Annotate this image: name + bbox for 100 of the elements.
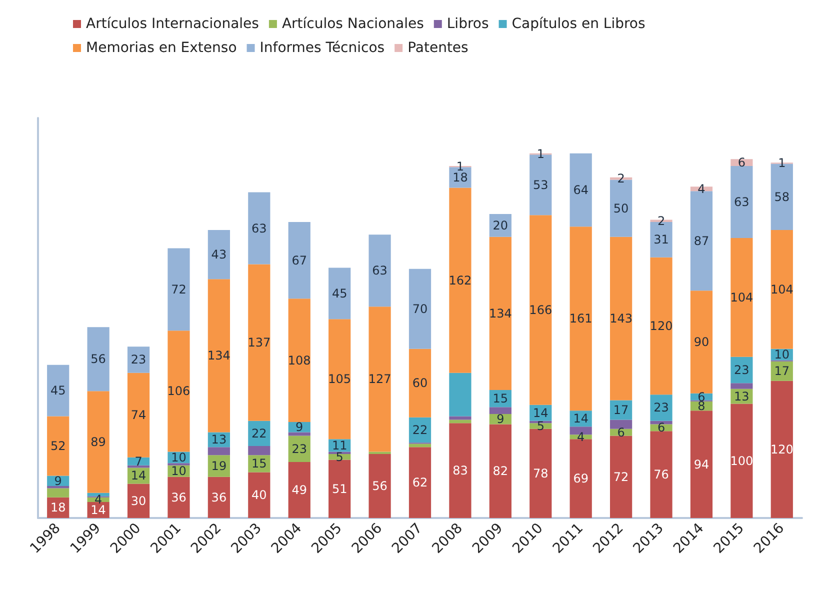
data-label: 67 (292, 253, 308, 268)
data-label: 56 (372, 479, 388, 493)
bar (288, 298, 310, 422)
bar (248, 472, 270, 518)
data-label: 10 (774, 348, 790, 362)
bar (650, 257, 672, 395)
data-label: 82 (492, 464, 508, 478)
data-label: 94 (694, 457, 710, 472)
legend-label: Capítulos en Libros (512, 16, 646, 32)
bar (248, 264, 270, 421)
data-label: 63 (734, 195, 750, 209)
data-label: 161 (569, 312, 592, 326)
data-label: 52 (50, 439, 66, 453)
data-label: 13 (734, 389, 750, 404)
data-label: 87 (694, 234, 710, 248)
bar (730, 383, 753, 389)
data-label: 72 (613, 470, 629, 484)
data-label: 105 (328, 372, 352, 386)
data-label: 14 (532, 406, 548, 420)
data-label: 23 (292, 442, 308, 456)
data-label: 49 (292, 483, 308, 497)
bar (87, 391, 110, 493)
bar (288, 462, 310, 518)
bar (368, 306, 391, 452)
data-label: 14 (573, 412, 588, 426)
data-label: 17 (774, 364, 790, 378)
bar (288, 222, 310, 299)
data-label: 22 (252, 426, 267, 440)
legend-label: Patentes (408, 40, 468, 56)
data-label: 137 (248, 336, 271, 350)
bar (408, 447, 432, 518)
data-label: 18 (50, 500, 66, 515)
bar (168, 330, 190, 452)
bar (449, 188, 472, 373)
data-label: 9 (496, 412, 504, 426)
legend-label: Informes Técnicos (260, 40, 385, 56)
data-label: 1 (536, 147, 544, 161)
data-label: 14 (90, 503, 106, 517)
data-label: 10 (171, 464, 186, 478)
bar (610, 436, 632, 518)
legend-label: Artículos Internacionales (86, 16, 259, 32)
bar (570, 153, 592, 227)
bar (168, 248, 190, 331)
bar (368, 454, 391, 518)
bar (449, 372, 472, 416)
bar (168, 476, 190, 518)
data-label: 166 (529, 303, 552, 317)
data-label: 23 (734, 363, 750, 377)
bar (770, 380, 793, 518)
data-label: 134 (488, 306, 512, 320)
bar (408, 348, 432, 418)
data-label: 15 (492, 392, 508, 406)
data-label: 20 (492, 218, 508, 232)
data-label: 19 (211, 459, 227, 473)
data-label: 23 (654, 400, 669, 415)
data-label: 15 (252, 456, 267, 471)
bar (368, 234, 391, 307)
bar (650, 431, 672, 518)
data-label: 2 (657, 214, 666, 228)
bar (570, 439, 592, 518)
bar (770, 361, 793, 381)
bar (127, 484, 150, 518)
bar (408, 268, 432, 349)
data-label: 83 (452, 464, 468, 478)
data-label: 100 (730, 454, 754, 468)
bar (730, 238, 753, 357)
data-label: 120 (770, 442, 794, 456)
legend-label: Libros (446, 16, 489, 32)
bar (610, 236, 632, 400)
data-label: 78 (532, 466, 548, 480)
data-label: 89 (90, 435, 106, 449)
legend-label: Memorias en Extenso (86, 40, 237, 56)
bar (489, 236, 512, 390)
bar (489, 424, 512, 518)
bar (47, 416, 70, 476)
data-label: 120 (650, 319, 673, 333)
data-label: 143 (610, 312, 633, 326)
bar (328, 319, 351, 440)
data-label: 104 (770, 282, 794, 296)
data-label: 10 (171, 450, 186, 464)
bar (208, 447, 230, 456)
bar (650, 394, 672, 421)
data-label: 76 (654, 468, 669, 482)
data-label: 6 (738, 156, 746, 170)
data-label: 45 (50, 384, 66, 398)
bar (730, 166, 753, 238)
data-label: 13 (211, 432, 227, 447)
data-label: 4 (698, 182, 706, 196)
data-label: 104 (730, 290, 754, 304)
data-label: 43 (211, 248, 227, 262)
bar (248, 446, 270, 456)
bar (449, 420, 472, 424)
bar (208, 279, 230, 432)
bar (87, 327, 110, 392)
bar (208, 476, 230, 518)
data-label: 45 (332, 286, 348, 300)
data-label: 36 (211, 490, 227, 504)
data-label: 31 (654, 232, 669, 247)
data-label: 14 (130, 468, 146, 483)
bar (47, 488, 70, 498)
